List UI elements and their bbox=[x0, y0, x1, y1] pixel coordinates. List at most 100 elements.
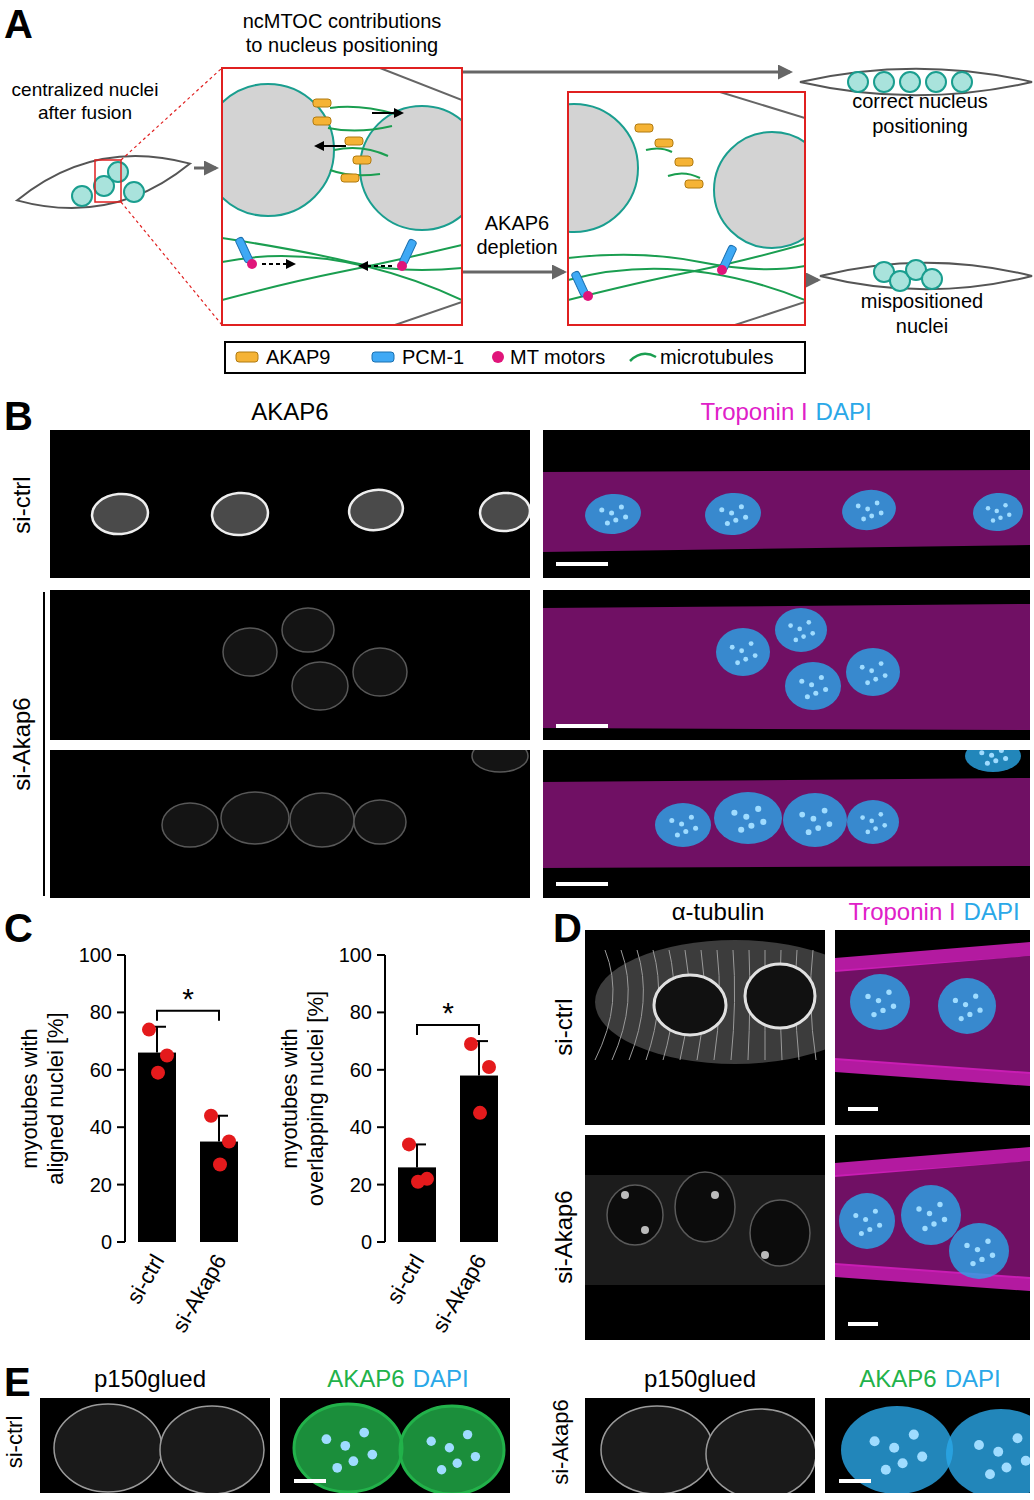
chromocenter bbox=[942, 1217, 947, 1222]
chromocenter bbox=[755, 806, 761, 812]
tubulin-fiber bbox=[595, 950, 613, 1060]
category-label: si-ctrl bbox=[381, 1250, 429, 1308]
tick-label: 20 bbox=[90, 1174, 112, 1196]
clipped-group bbox=[90, 486, 530, 537]
clipped-group bbox=[835, 1147, 1030, 1291]
chromocenter bbox=[738, 827, 744, 833]
chromocenter bbox=[989, 753, 994, 758]
bar bbox=[398, 1167, 436, 1242]
micrograph-content bbox=[543, 470, 1030, 552]
micrograph bbox=[543, 590, 1030, 740]
chromocenter bbox=[853, 1213, 858, 1218]
chromocenter bbox=[975, 1247, 980, 1252]
micrograph bbox=[50, 590, 530, 740]
data-point bbox=[222, 1135, 236, 1149]
arrow bbox=[194, 167, 216, 170]
chromocenter bbox=[879, 511, 884, 516]
nucleus-outline bbox=[472, 750, 528, 772]
akap9-icon bbox=[353, 156, 371, 164]
micrograph-content bbox=[162, 750, 528, 847]
zoom-box bbox=[222, 68, 462, 325]
clipped-group bbox=[543, 750, 1030, 868]
chromocenter bbox=[760, 819, 766, 825]
nucleus-outline bbox=[750, 1200, 810, 1266]
chromocenter bbox=[748, 823, 754, 829]
chromocenter bbox=[679, 821, 684, 826]
tubulin-dot bbox=[761, 1251, 769, 1259]
tubulin-network bbox=[595, 940, 825, 1064]
chromocenter bbox=[859, 1231, 864, 1236]
data-point bbox=[213, 1158, 227, 1172]
chromocenter bbox=[675, 832, 680, 837]
chromocenter bbox=[693, 826, 698, 831]
chromocenter bbox=[967, 1012, 972, 1017]
micrograph bbox=[280, 1398, 510, 1493]
micrograph bbox=[835, 930, 1030, 1125]
chromocenter bbox=[991, 518, 996, 523]
chromocenter bbox=[683, 829, 688, 834]
chromocenter bbox=[865, 507, 870, 512]
chromocenter bbox=[963, 1002, 968, 1007]
micrograph-content bbox=[601, 1406, 815, 1493]
chromocenter bbox=[986, 506, 991, 511]
micrograph-content bbox=[54, 1404, 264, 1493]
channel-name: DAPI bbox=[413, 1365, 469, 1392]
legend-label: AKAP9 bbox=[266, 346, 330, 368]
y-tick bbox=[117, 954, 125, 956]
channel-header: AKAP6DAPI bbox=[327, 1365, 468, 1392]
chromocenter bbox=[609, 510, 614, 515]
channel-name: DAPI bbox=[945, 1365, 1001, 1392]
chromocenter bbox=[998, 515, 1003, 520]
chromocenter bbox=[1021, 1456, 1030, 1466]
chromocenter bbox=[599, 507, 604, 512]
clipped-group bbox=[294, 1404, 504, 1493]
chromocenter bbox=[873, 826, 878, 831]
myotube-stain bbox=[835, 1161, 1030, 1279]
channel-name: AKAP6 bbox=[859, 1365, 936, 1392]
error-stem bbox=[218, 1116, 220, 1142]
nucleus-icon bbox=[848, 72, 868, 92]
legend-label: MT motors bbox=[510, 346, 605, 368]
nucleus-outline bbox=[601, 1406, 713, 1493]
chromocenter bbox=[823, 687, 828, 692]
nucleus-outline bbox=[162, 803, 218, 847]
chromocenter bbox=[990, 1253, 995, 1258]
chromocenter bbox=[865, 994, 870, 999]
clipped-group bbox=[601, 1406, 815, 1493]
membrane bbox=[380, 68, 462, 100]
significance-label: * bbox=[442, 996, 454, 1029]
akap9-icon bbox=[655, 139, 673, 147]
chromocenter bbox=[619, 504, 624, 509]
y-tick bbox=[117, 1126, 125, 1128]
bracket-line bbox=[43, 592, 45, 896]
condition-label: si-Akap6 bbox=[550, 1190, 577, 1283]
nucleus-outline bbox=[654, 975, 726, 1035]
chromocenter bbox=[856, 504, 861, 509]
micrograph bbox=[585, 1135, 825, 1340]
chromocenter bbox=[743, 657, 748, 662]
data-point bbox=[473, 1106, 487, 1120]
y-axis bbox=[384, 955, 386, 1242]
microtubule bbox=[646, 148, 672, 152]
chromocenter bbox=[827, 821, 833, 827]
panel-label: C bbox=[4, 906, 33, 950]
chromocenter bbox=[860, 815, 865, 820]
nucleus-outline bbox=[223, 628, 277, 676]
legend-label: microtubules bbox=[660, 346, 773, 368]
condition-label: si-Akap6 bbox=[548, 1399, 573, 1485]
data-point bbox=[151, 1066, 165, 1080]
tubulin-fiber bbox=[731, 950, 735, 1060]
motor-icon bbox=[717, 265, 727, 275]
chromocenter bbox=[453, 1459, 462, 1468]
condition-label: si-ctrl bbox=[8, 476, 35, 533]
chromocenter bbox=[349, 1456, 359, 1466]
nucleus-dapi bbox=[839, 1193, 895, 1249]
chromocenter bbox=[805, 694, 810, 699]
condition-label: si-ctrl bbox=[2, 1416, 27, 1469]
akap9-icon bbox=[345, 137, 363, 145]
scale-bar bbox=[556, 724, 608, 728]
nucleus-icon bbox=[900, 72, 920, 92]
akap9-icon bbox=[313, 99, 331, 107]
nucleus-icon bbox=[952, 72, 972, 92]
akap9-icon bbox=[313, 117, 331, 125]
